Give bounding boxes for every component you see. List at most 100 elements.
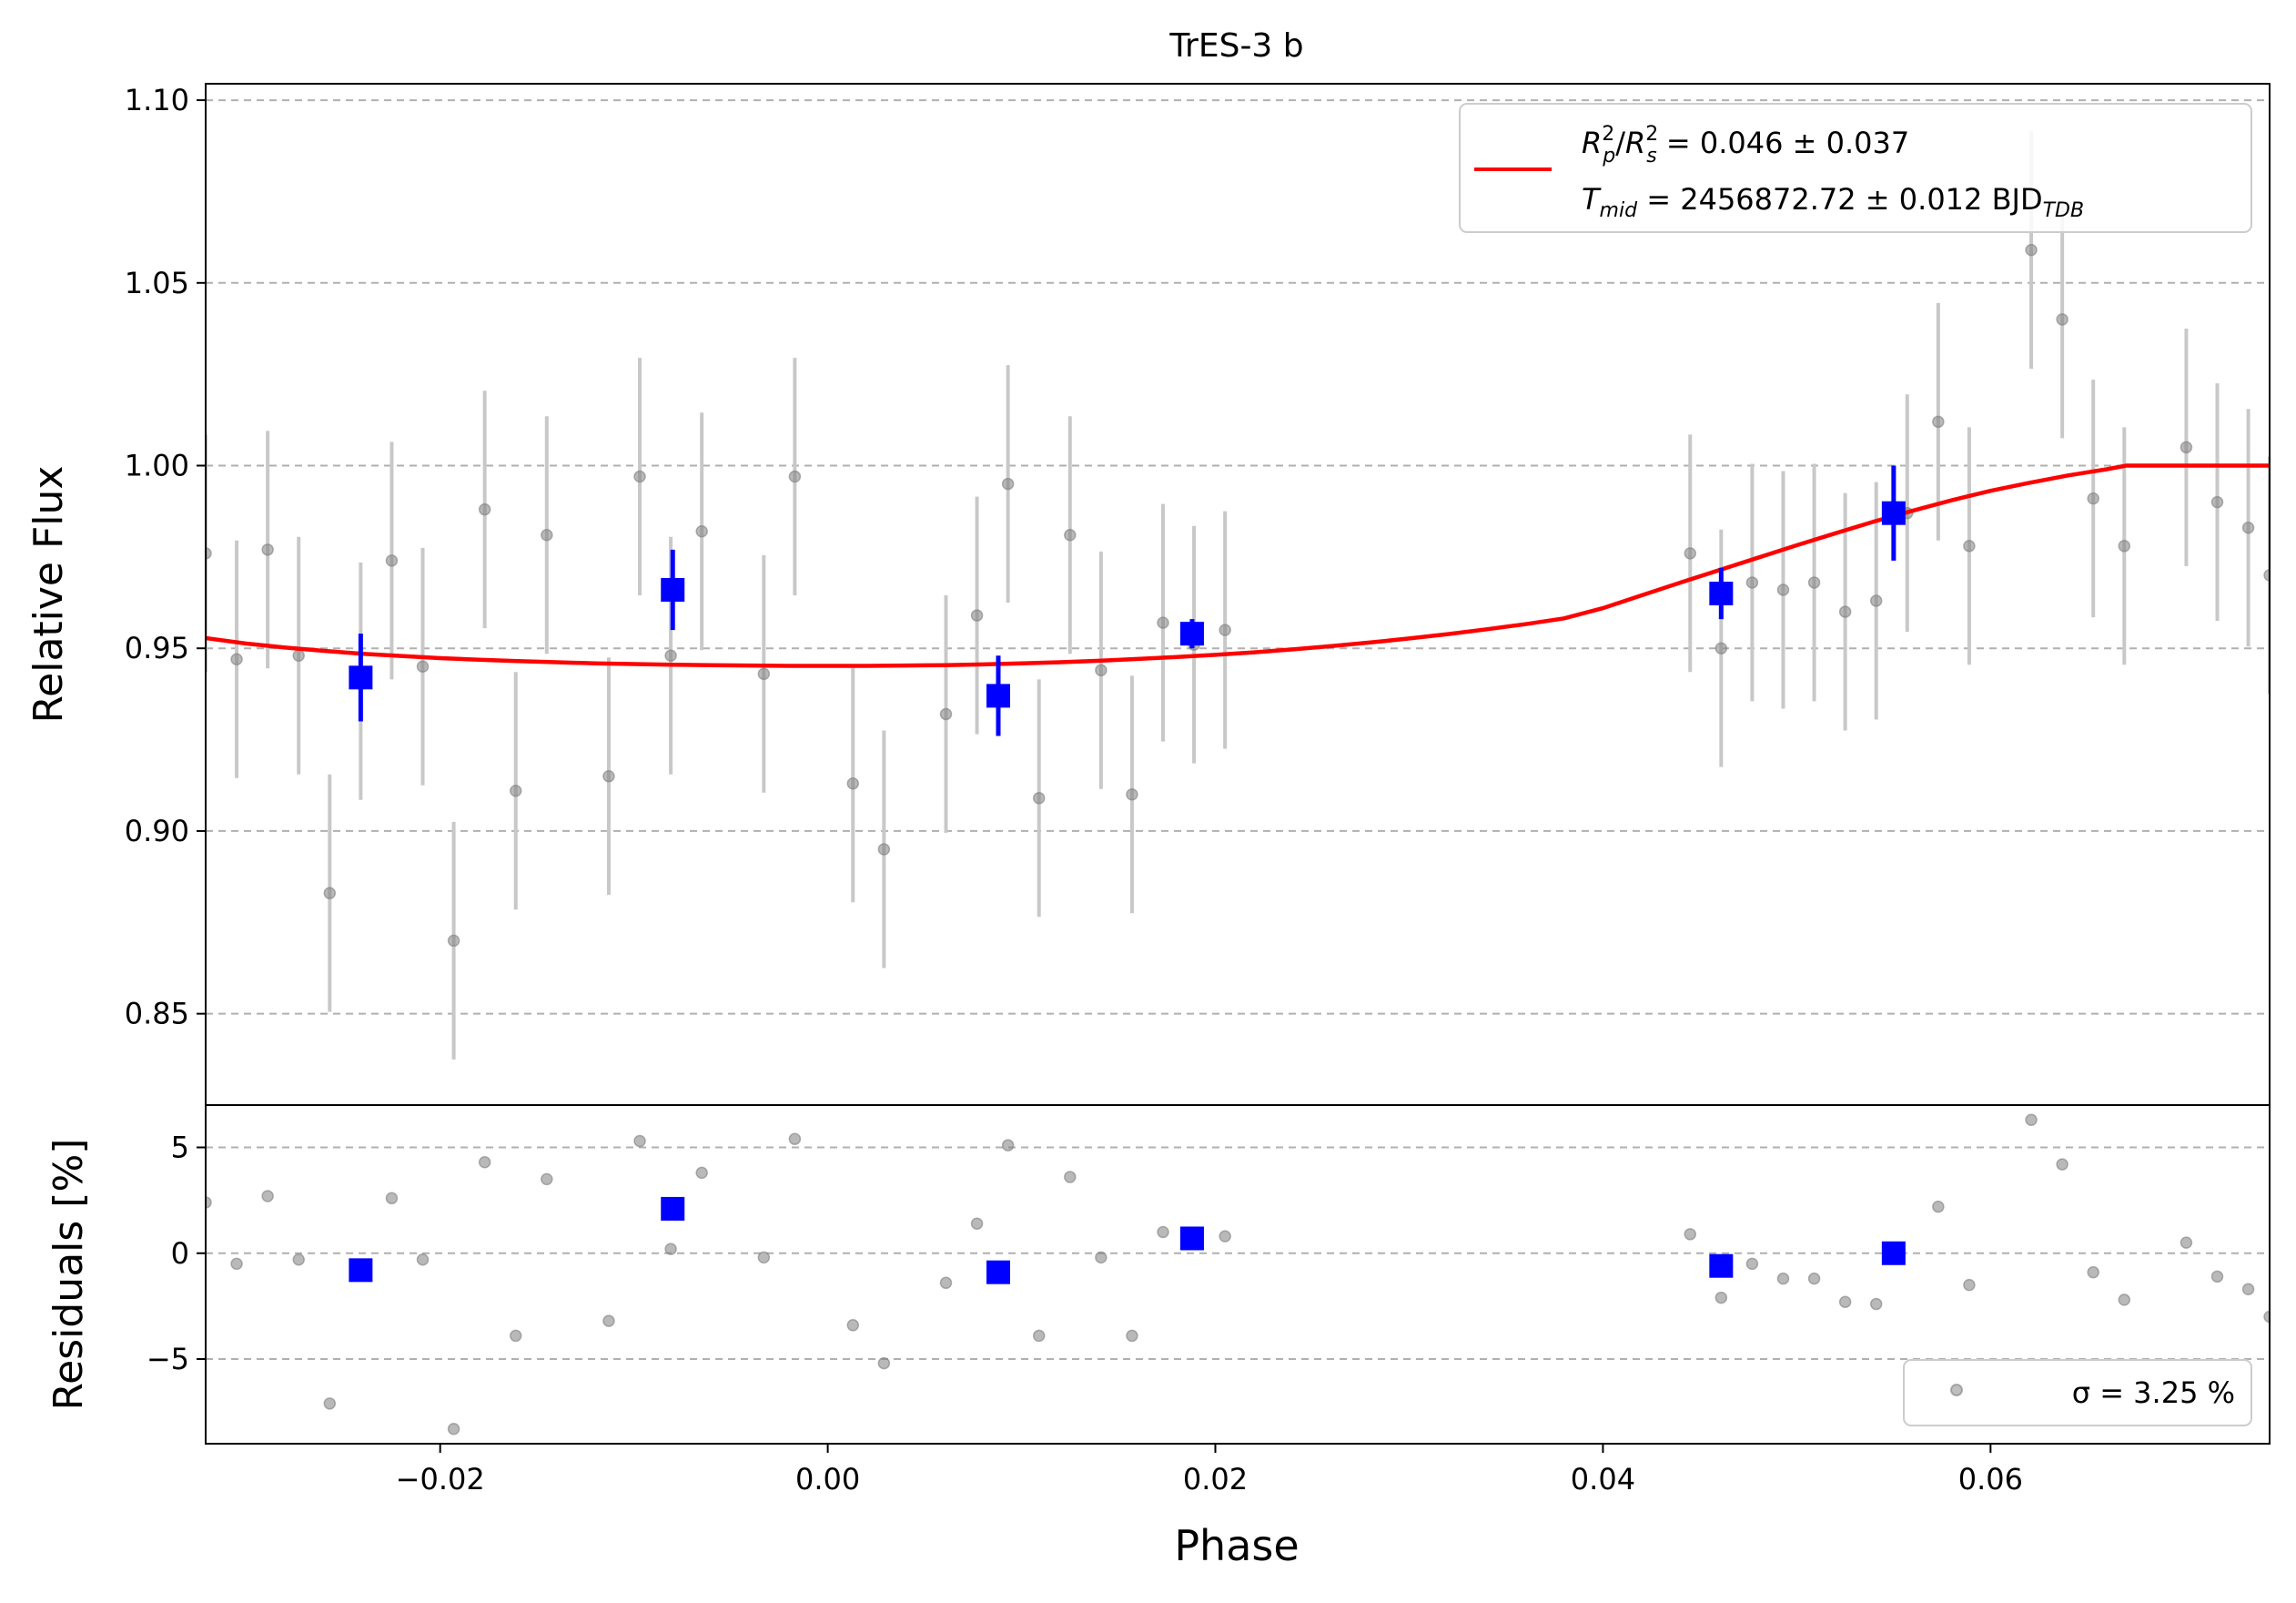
residual-binned-point	[1709, 1253, 1734, 1278]
flux-binned-point	[1881, 501, 1906, 525]
flux-raw-point	[1776, 583, 1790, 596]
flux-raw-point	[1869, 594, 1883, 607]
residuals-y-axis-label: Residuals [%]	[46, 1139, 92, 1411]
flux-binned-points	[349, 501, 1906, 708]
residual-raw-point	[664, 1243, 677, 1255]
residual-raw-point	[1126, 1329, 1138, 1343]
residual-raw-point	[1095, 1251, 1108, 1264]
residuals-binned-points	[349, 1196, 1906, 1284]
residuals-raw-points	[206, 1113, 2270, 1436]
flux-raw-point	[478, 502, 491, 516]
flux-raw-point	[323, 887, 337, 899]
legend-rp-rs-text: R2 p/R2 s = 0.046 ± 0.037	[1582, 123, 1909, 167]
legend-sigma-marker	[1950, 1384, 1963, 1396]
flux-raw-point	[1714, 642, 1728, 654]
x-axis-label: Phase	[1174, 1521, 1299, 1570]
residuals-legend: σ = 3.25 %	[1903, 1359, 2252, 1426]
residual-raw-point	[478, 1156, 491, 1169]
phase-x-tick-label: 0.02	[1183, 1462, 1248, 1496]
flux-raw-point	[416, 660, 430, 674]
residual-raw-point	[2118, 1294, 2131, 1306]
residual-raw-point	[2087, 1265, 2099, 1279]
residual-raw-point	[2025, 1113, 2038, 1127]
residual-binned-point	[986, 1260, 1010, 1284]
flux-raw-point	[664, 649, 677, 662]
flux-raw-point	[2056, 313, 2068, 326]
flux-raw-point	[230, 653, 243, 666]
flux-raw-point	[757, 667, 771, 681]
flux-raw-point	[788, 470, 802, 483]
flux-raw-point	[1219, 624, 1231, 636]
flux-raw-point	[2241, 521, 2255, 534]
flux-raw-point	[602, 769, 615, 783]
residual-raw-point	[1838, 1295, 1852, 1308]
residual-raw-point	[1869, 1297, 1883, 1311]
flux-y-tick-label: 0.90	[125, 814, 189, 848]
flux-raw-point	[206, 547, 212, 560]
phase-x-tick-label: 0.04	[1571, 1462, 1635, 1496]
residual-raw-point	[2241, 1283, 2255, 1296]
residual-raw-point	[633, 1134, 646, 1148]
flux-raw-point	[1001, 477, 1015, 491]
flux-raw-point	[1064, 529, 1077, 542]
phase-x-tick-label: 0.06	[1958, 1462, 2023, 1496]
flux-y-axis-label: Relative Flux	[25, 466, 72, 724]
residuals-y-tick-label: −5	[147, 1342, 189, 1376]
chart-title: TrES-3 b	[1168, 27, 1303, 65]
residual-raw-point	[939, 1276, 953, 1290]
residuals-y-tick-label: 0	[171, 1236, 189, 1271]
flux-raw-point	[2025, 243, 2038, 257]
residual-raw-point	[2263, 1310, 2270, 1324]
flux-raw-point	[1807, 576, 1821, 589]
flux-raw-point	[2210, 495, 2224, 509]
residual-raw-point	[602, 1314, 615, 1327]
residual-raw-point	[1684, 1228, 1697, 1241]
flux-y-tick-label: 0.85	[125, 997, 189, 1031]
flux-raw-point	[2180, 441, 2193, 454]
residual-raw-point	[2210, 1270, 2224, 1283]
flux-raw-point	[292, 649, 305, 662]
flux-y-tick-label: 0.95	[125, 631, 189, 665]
flux-raw-point	[2087, 492, 2099, 505]
residual-raw-point	[385, 1192, 399, 1205]
residual-binned-point	[349, 1258, 373, 1283]
flux-model-curve	[206, 463, 2270, 668]
flux-y-tick-label: 1.00	[125, 448, 189, 482]
flux-y-ticks: 0.85 0.90 0.95 1.00 1.05 1.10	[125, 83, 206, 1031]
residual-raw-point	[416, 1253, 430, 1266]
flux-raw-point	[633, 470, 646, 483]
flux-panel: 0.85 0.90 0.95 1.00 1.05 1.10 TrES-3 b Relati…	[25, 27, 2271, 1106]
residual-raw-point	[509, 1329, 522, 1343]
residual-raw-point	[2180, 1236, 2193, 1249]
flux-raw-point	[1963, 540, 1976, 553]
legend-tmid-text: Tmid = 2456872.72 ± 0.012 BJDTDB	[1582, 182, 2084, 222]
flux-raw-point	[877, 843, 891, 856]
flux-raw-point	[385, 554, 399, 567]
flux-raw-point	[1684, 547, 1697, 560]
flux-raw-point	[1095, 664, 1108, 677]
residual-raw-point	[846, 1319, 860, 1332]
residual-raw-point	[447, 1422, 460, 1436]
residual-binned-point	[1179, 1226, 1204, 1251]
residual-raw-point	[1064, 1171, 1077, 1183]
flux-raw-point	[541, 529, 553, 542]
flux-y-tick-label: 1.05	[125, 266, 189, 300]
residual-raw-point	[970, 1217, 984, 1230]
flux-legend: R2 p/R2 s = 0.046 ± 0.037 Tmid = 2456872.7…	[1459, 103, 2252, 233]
flux-binned-point	[1179, 622, 1204, 646]
residual-raw-point	[541, 1172, 553, 1186]
residual-raw-point	[1032, 1329, 1046, 1343]
flux-y-tick-label: 1.10	[125, 83, 189, 117]
residual-raw-point	[1776, 1272, 1790, 1285]
flux-raw-point	[1838, 605, 1852, 618]
flux-raw-point	[1157, 616, 1169, 629]
flux-raw-point	[1126, 788, 1138, 801]
flux-raw-point	[846, 776, 860, 790]
flux-raw-point	[695, 525, 708, 538]
residual-raw-point	[1963, 1278, 1976, 1292]
residual-raw-point	[206, 1196, 212, 1209]
residual-binned-point	[661, 1196, 685, 1221]
flux-raw-point	[1032, 792, 1046, 805]
flux-grid	[206, 99, 2270, 1015]
